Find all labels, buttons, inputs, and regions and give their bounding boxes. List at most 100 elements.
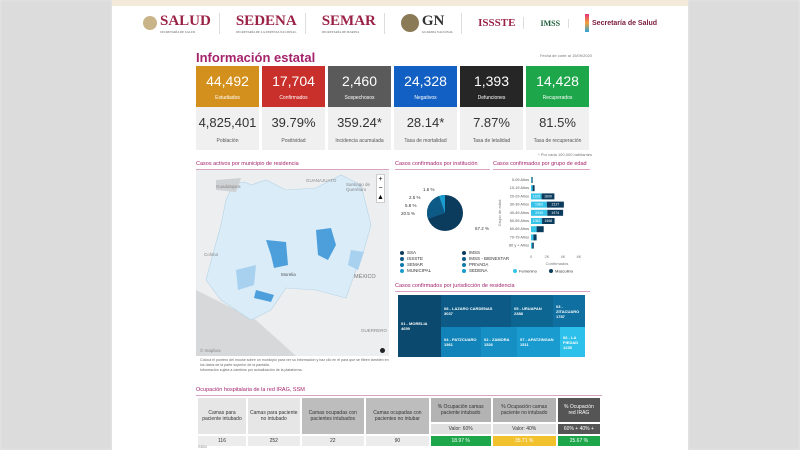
logo-gn[interactable]: GN GUARDIA NACIONAL [393,12,463,34]
institution-title: Casos confirmados por institución [395,161,490,170]
legend-label: SSA [407,250,417,255]
bar-masculino[interactable] [536,226,544,233]
logo-text: SEMAR [321,12,376,29]
legend-label: IMSS - BIENESTAR [469,256,510,261]
treemap-tile[interactable]: 06 - LA PIEDAD 1235 [560,327,585,357]
stat-card-bottom: 359.24* Incidencia acumulada [328,107,391,150]
bar-femenino[interactable] [531,177,532,183]
bar-masculino[interactable] [546,201,564,208]
table-header: % Ocupación camas paciente no intubado [492,398,556,422]
map-label: MÉXICO [354,274,376,280]
legend-item[interactable]: SEMAR [400,262,462,267]
bar-masculino[interactable] [542,218,555,224]
header-logos: SALUD SECRETARÍA DE SALUD SEDENA SECRETARÍ… [112,8,688,38]
map-label: Colima [204,252,219,257]
legend-item[interactable]: SSA [400,250,462,255]
legend-item[interactable]: SEDENA [462,268,522,273]
municipio-mid[interactable] [236,265,256,290]
lake [216,178,241,192]
chart-legend-label: Masculino [555,269,574,274]
legend-dot-icon [513,269,517,273]
threshold-cell: 60% + 40% + [557,424,600,434]
seal-icon [142,16,157,30]
x-axis-label: Confirmados [546,261,569,266]
institution-legend: SSA IMSS ISSSTE IMSS - BIENESTAR SEMAR PRIVAD… [400,250,522,273]
tile-value: 1561 [444,342,453,347]
treemap-tile[interactable]: 03 - ZITACUARO 1787 [553,295,585,327]
stat-card-bottom: 7.87% Tasa de letalidad [460,107,523,150]
bar-masculino[interactable] [532,242,534,249]
bar-masculino[interactable] [533,234,537,241]
legend-label: ISSSTE [407,256,424,261]
treemap-tile[interactable]: 04 - PATZCUARO 1561 [441,327,481,357]
pie-label: 20.5 % [401,211,415,216]
tile-label: 08 - LAZARO CARDENAS [444,306,493,311]
bar-femenino[interactable] [531,234,534,241]
table-header: Camas ocupadas con pacientes intubados [301,398,364,434]
bar-femenino[interactable] [531,209,548,216]
municipio-morelia[interactable] [266,240,288,268]
institution-pie-chart[interactable]: 67.2 % 20.5 % 5.8 % 2.5 % 1.6 % [395,168,490,248]
legend-item[interactable]: ISSSTE [400,256,462,261]
stat-label: Sospechosos [344,95,375,101]
stat-value: 2,460 [341,73,378,89]
pie-slice-imss[interactable] [426,194,445,219]
bar-femenino[interactable] [531,226,537,233]
table-header: Camas para paciente no intubado [248,398,300,434]
stat-card: 2,460 Sospechosos 359.24* Incidencia acumul… [328,66,391,150]
bar-masculino[interactable] [532,185,535,192]
choropleth-map[interactable]: Guadalajara GUANAJUATO Santiago de Queré… [196,170,389,356]
jurisdiction-treemap[interactable]: 01 - MORELIA 4659 08 - LAZARO CARDENAS 3037… [398,295,585,357]
municipio-mid[interactable] [348,250,364,270]
logo-salud[interactable]: SALUD SECRETARÍA DE SALUD [135,12,220,34]
bar-femenino[interactable] [531,242,533,249]
legend-item[interactable]: IMSS - BIENESTAR [462,256,522,261]
zoom-out-button[interactable]: − [378,185,383,192]
compass-button[interactable]: ▲ [377,194,384,201]
bar-femenino[interactable] [531,193,542,200]
treemap-tile[interactable]: 02 - ZAMORA 1526 [481,327,517,357]
municipio-high[interactable] [316,228,336,260]
bar-masculino[interactable] [547,209,564,216]
age-bar-chart[interactable]: 0-09 Años 10-19 Años 20-29 Años 1325 1600 30-… [493,168,593,273]
pie-slice-small[interactable] [439,194,445,213]
threshold-cell: Valor: 40% [492,424,556,434]
bar-femenino[interactable] [531,185,533,192]
legend-dot-icon [462,268,466,273]
logo-imss[interactable]: IMSS [532,18,570,28]
municipio-lazaro-cardenas[interactable] [254,290,274,302]
logo-secretaria-salud[interactable]: Secretaría de Salud [577,14,665,32]
stat-sub-value: 39.79% [271,115,316,130]
bar-femenino[interactable] [531,218,543,224]
bar-masculino[interactable] [531,177,533,183]
michoacan-region[interactable] [205,174,372,321]
stat-card: 24,328 Negativos 28.14* Tasa de mortalidad [394,66,457,150]
bar-femenino[interactable] [531,201,547,208]
legend-item[interactable]: MUNICIPAL [400,268,462,273]
treemap-tile[interactable]: 08 - LAZARO CARDENAS 3037 [441,295,511,327]
x-tick-label: 6K [577,255,582,259]
footnote: * Por cada 100,000 habitantes [538,152,592,157]
stat-label: Negativos [414,95,437,101]
treemap-tile[interactable]: 07 - APATZINGAN 1511 [517,327,560,357]
brand-stripe-icon [585,14,590,32]
map-notes: Coloca el puntero del mouse sobre un mun… [200,358,390,373]
legend-dot-icon [400,262,404,267]
legend-item[interactable]: PRIVADA [462,262,522,267]
bar-masculino[interactable] [541,193,555,200]
legend-label: SEMAR [407,262,424,267]
age-tick-label: 40-49 Años [510,211,529,215]
info-icon[interactable] [380,348,385,353]
legend-item[interactable]: IMSS [462,250,522,255]
logo-issste[interactable]: ISSSTE [470,17,525,29]
logo-semar[interactable]: SEMAR SECRETARÍA DE MARINA [314,12,385,34]
bar-data-label: 1600 [544,194,552,198]
treemap-tile[interactable]: 05 - URUAPAN 2388 [511,295,553,327]
logo-sedena[interactable]: SEDENA SECRETARÍA DE LA DEFENSA NACIONAL [228,12,306,34]
stat-sub-value: 7.87% [473,115,510,130]
zoom-in-button[interactable]: + [378,176,383,183]
treemap-tile[interactable]: 01 - MORELIA 4659 [398,295,441,357]
bar-data-label: 2039 [535,211,543,215]
mapbox-attribution[interactable]: © mapbox [200,348,221,353]
stat-value: 24,328 [404,73,447,89]
